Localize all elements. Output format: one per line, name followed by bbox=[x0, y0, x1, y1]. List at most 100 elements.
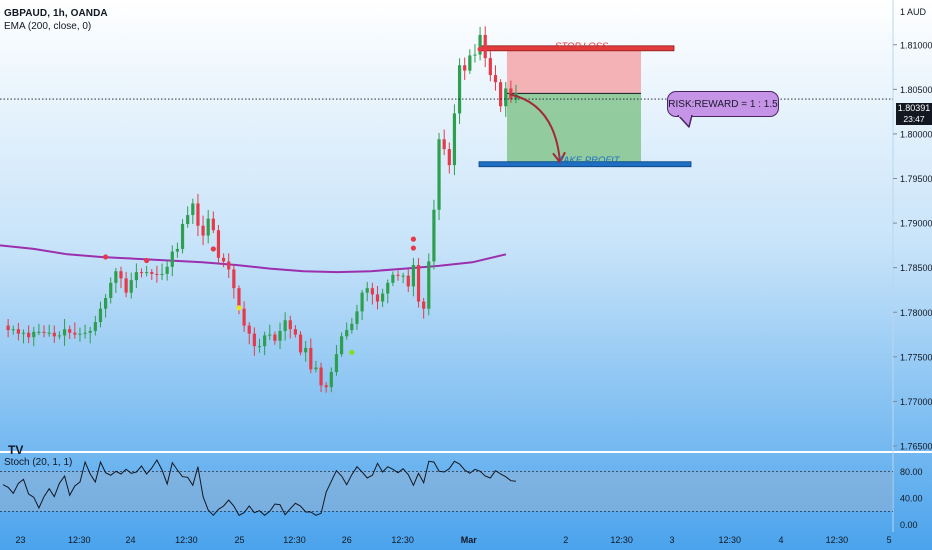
take-profit-zone bbox=[507, 93, 641, 165]
candle-body bbox=[437, 139, 441, 210]
candle-body bbox=[355, 311, 359, 324]
candle-body bbox=[386, 282, 390, 294]
stop-loss-zone bbox=[507, 48, 641, 94]
price-tick-label: 1.79000 bbox=[900, 219, 932, 229]
candle-body bbox=[206, 218, 210, 236]
signal-dots bbox=[103, 46, 483, 355]
candle-body bbox=[242, 308, 246, 326]
signal-dot bbox=[410, 245, 416, 251]
candle-body bbox=[452, 113, 457, 166]
candle-body bbox=[124, 278, 128, 293]
bubble-tail-shape bbox=[677, 115, 693, 128]
candle-body bbox=[221, 257, 226, 262]
candle-body bbox=[165, 266, 169, 274]
candle-body bbox=[62, 329, 67, 336]
candle-body bbox=[211, 218, 215, 231]
candle-body bbox=[139, 272, 144, 274]
trade-arrow bbox=[509, 93, 566, 165]
candle-body bbox=[370, 288, 374, 295]
stoch-tick-label: 40.00 bbox=[900, 494, 923, 504]
candle-body bbox=[104, 297, 108, 309]
candle-body bbox=[32, 331, 36, 338]
candle-body bbox=[196, 203, 200, 226]
stoch-band bbox=[0, 471, 893, 512]
candle-body bbox=[304, 347, 308, 353]
candle-body bbox=[468, 55, 472, 71]
currency-label[interactable]: 1 AUD bbox=[899, 7, 926, 17]
candle-body bbox=[150, 272, 154, 274]
candle-body bbox=[319, 367, 323, 386]
candle-body bbox=[47, 332, 51, 334]
candle-body bbox=[345, 330, 349, 337]
candle-body bbox=[391, 274, 395, 283]
time-tick-label: 12:30 bbox=[283, 535, 306, 545]
candle-body bbox=[170, 251, 174, 267]
candle-body bbox=[442, 139, 446, 150]
signal-dot bbox=[210, 246, 216, 252]
signal-dot bbox=[144, 257, 150, 264]
symbol-legend[interactable]: GBPAUD, 1h, OANDA bbox=[4, 8, 108, 19]
candle-body bbox=[329, 371, 333, 388]
price-tick-label: 1.80500 bbox=[900, 85, 932, 95]
candle-body bbox=[473, 54, 477, 56]
candle-body bbox=[288, 320, 292, 330]
candle-body bbox=[175, 248, 180, 252]
price-tick-label: 1.80000 bbox=[900, 129, 932, 139]
time-tick-label: Mar bbox=[461, 535, 478, 545]
stoch-tick-label: 80.00 bbox=[900, 467, 923, 477]
arrow-head bbox=[552, 151, 566, 165]
candle-body bbox=[237, 288, 241, 309]
candle-body bbox=[98, 308, 103, 323]
candle-body bbox=[160, 273, 164, 275]
stoch-pane: 80.00 40.00 0.00 bbox=[0, 458, 923, 530]
candle-body bbox=[427, 261, 431, 309]
candle-body bbox=[483, 34, 487, 59]
candle-body bbox=[309, 347, 313, 370]
candle-body bbox=[134, 272, 138, 281]
candle-body bbox=[365, 288, 369, 293]
time-tick-label: 12:30 bbox=[610, 535, 633, 545]
time-tick-label: 3 bbox=[669, 535, 674, 545]
candle-body bbox=[257, 346, 262, 348]
candle-body bbox=[411, 264, 415, 287]
stop-loss-label: STOP LOSS bbox=[555, 41, 609, 52]
candle-body bbox=[114, 271, 118, 283]
time-tick-label: 2 bbox=[563, 535, 568, 545]
ema-layer bbox=[0, 244, 507, 274]
candle-body bbox=[463, 65, 467, 71]
price-tick-label: 1.76500 bbox=[900, 442, 932, 452]
countdown-timer: 23:47 bbox=[903, 114, 925, 124]
price-tick-label: 1.79500 bbox=[900, 174, 932, 184]
risk-reward-bubble[interactable]: RISK:REWARD = 1 : 1.5 bbox=[667, 91, 779, 117]
candle-body bbox=[339, 336, 344, 355]
candle-body bbox=[293, 329, 298, 335]
bubble-tail-mask bbox=[679, 115, 691, 117]
candle-body bbox=[186, 215, 190, 224]
ema-legend[interactable]: EMA (200, close, 0) bbox=[4, 21, 92, 32]
signal-dot bbox=[477, 46, 483, 52]
candle-body bbox=[488, 58, 492, 76]
candle-body bbox=[57, 335, 62, 337]
time-tick-label: 12:30 bbox=[826, 535, 849, 545]
candle-body bbox=[52, 332, 56, 337]
candle-body bbox=[247, 325, 251, 334]
signal-dot bbox=[349, 349, 355, 355]
candle-body bbox=[493, 75, 498, 83]
time-tick-label: 12:30 bbox=[175, 535, 198, 545]
price-tick-label: 1.77500 bbox=[900, 352, 932, 362]
candle-body bbox=[447, 149, 451, 166]
candle-body bbox=[145, 272, 149, 274]
price-tick-label: 1.77000 bbox=[900, 397, 932, 407]
candle-body bbox=[78, 333, 82, 335]
signal-dot bbox=[103, 254, 109, 260]
candle-body bbox=[263, 335, 267, 347]
price-axis: 1.81000 1.80500 1.80000 1.79500 1.79000 1.785… bbox=[893, 40, 932, 452]
candle-body bbox=[11, 329, 15, 331]
candle-body bbox=[422, 301, 426, 309]
candle-body bbox=[504, 88, 508, 107]
stoch-legend[interactable]: Stoch (20, 1, 1) bbox=[4, 457, 73, 468]
candle-body bbox=[499, 82, 503, 107]
price-tick-label: 1.78000 bbox=[900, 308, 932, 318]
price-tick-label: 1.78500 bbox=[900, 263, 932, 273]
arrow-curve bbox=[509, 93, 561, 163]
